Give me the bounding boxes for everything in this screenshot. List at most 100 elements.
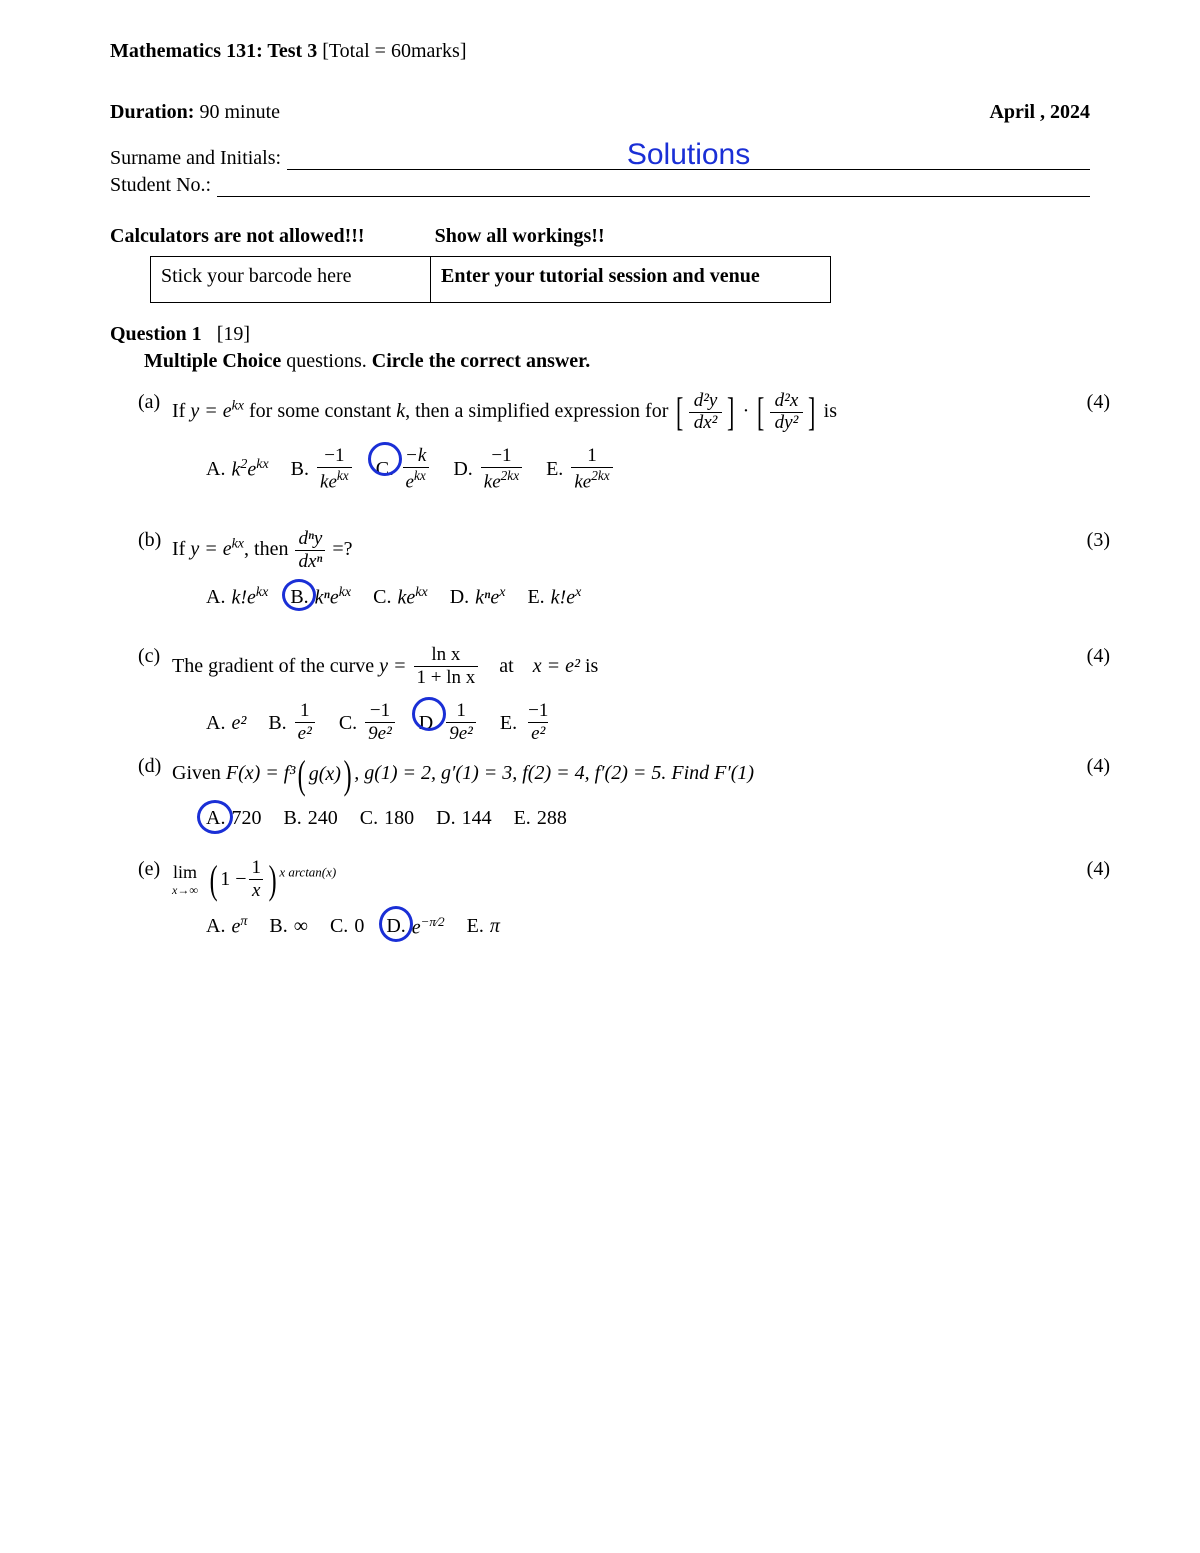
- b-opt-a[interactable]: A. k!ekx: [206, 585, 268, 610]
- d-D-val: 144: [462, 807, 492, 830]
- c-D-label: D.: [419, 712, 438, 735]
- header-title: Mathematics 131: Test 3 [Total = 60marks…: [110, 40, 1090, 63]
- surname-line: Surname and Initials: Solutions: [110, 142, 1090, 170]
- calc-warning: Calculators are not allowed!!!: [110, 225, 365, 247]
- c-B-label: B.: [268, 712, 286, 735]
- c-opt-b[interactable]: B. 1e²: [268, 701, 316, 745]
- b-opt-d[interactable]: D. kⁿex: [450, 585, 506, 610]
- b-B-label: B.: [290, 586, 308, 609]
- e-opt-c[interactable]: C. 0: [330, 915, 364, 938]
- e-B-val: ∞: [294, 915, 308, 938]
- part-c: (c) The gradient of the curve y = ln x1 …: [172, 645, 1090, 689]
- a-opt-c[interactable]: C. −kekx: [376, 446, 432, 493]
- c-A-label: A.: [206, 712, 225, 735]
- e-opt-d[interactable]: D. e−π⁄2: [386, 914, 444, 940]
- c-opt-a[interactable]: A. e²: [206, 712, 246, 735]
- a-opt-b[interactable]: B. −1kekx: [291, 446, 354, 493]
- b-D-label: D.: [450, 586, 469, 609]
- d-text1: Given: [172, 762, 226, 784]
- e-D-sup: −π⁄2: [421, 914, 445, 929]
- c-fden: 1 + ln x: [414, 666, 479, 689]
- e-E-val: π: [490, 915, 500, 938]
- d-A-label: A.: [206, 807, 225, 830]
- duration-label: Duration:: [110, 101, 194, 123]
- q1-points: [19]: [217, 323, 250, 345]
- d-opt-a[interactable]: A. 720: [206, 807, 261, 830]
- b-E-label: E.: [527, 586, 544, 609]
- b-A-sup: kx: [256, 585, 268, 600]
- a-d2y-num: d²y: [689, 391, 723, 412]
- e-exp: x arctan(x): [279, 865, 336, 880]
- b-opt-c[interactable]: C. kekx: [373, 585, 428, 610]
- a-opt-e[interactable]: E. 1ke2kx: [546, 446, 615, 493]
- e-A-val: e: [231, 916, 240, 938]
- c-opt-e[interactable]: E. −1e²: [500, 701, 553, 745]
- a-B-label: B.: [291, 458, 309, 481]
- barcode-table: Stick your barcode here Enter your tutor…: [150, 256, 831, 303]
- b-eq1-sup: kx: [232, 537, 244, 552]
- e-opt-a[interactable]: A. eπ: [206, 914, 247, 939]
- a-bracket2: [ d²xdy² ]: [754, 391, 818, 434]
- e-inum: 1: [249, 858, 265, 879]
- b-opt-e[interactable]: E. k!ex: [527, 585, 581, 610]
- d-opt-b[interactable]: B. 240: [283, 807, 337, 830]
- student-no-line: Student No.:: [110, 174, 1090, 197]
- tutorial-cell[interactable]: Enter your tutorial session and venue: [431, 257, 831, 303]
- part-d-label: (d): [138, 755, 161, 778]
- part-b: (b) If y = ekx, then dⁿydxⁿ =? (3): [172, 529, 1090, 573]
- e-paren: ( 1 − 1x ): [207, 858, 279, 902]
- a-eq1-sup: kx: [232, 398, 244, 413]
- e-opt-e[interactable]: E. π: [467, 915, 500, 938]
- b-text1: If: [172, 538, 190, 560]
- a-d2x-num: d²x: [770, 391, 804, 412]
- c-opt-c[interactable]: C. −19e²: [339, 701, 397, 745]
- student-no-field[interactable]: [217, 175, 1090, 197]
- d-D-label: D.: [436, 807, 455, 830]
- a-kvar: k: [396, 400, 405, 422]
- a-A-pre: k: [231, 459, 240, 481]
- a-text4: is: [824, 400, 837, 422]
- a-options: A. k2ekx B. −1kekx C. −kekx D. −1ke2kx E…: [206, 446, 1090, 493]
- q1-heading: Question 1 [19]: [110, 323, 1090, 346]
- e-lim-sub: x→∞: [172, 883, 198, 898]
- d-A-val: 720: [231, 807, 261, 830]
- d-opt-c[interactable]: C. 180: [360, 807, 414, 830]
- a-bracket1: [ d²ydx² ]: [673, 391, 737, 434]
- a-opt-d[interactable]: D. −1ke2kx: [453, 446, 524, 493]
- barcode-cell[interactable]: Stick your barcode here: [151, 257, 431, 303]
- surname-field[interactable]: Solutions: [287, 142, 1090, 170]
- part-c-label: (c): [138, 645, 160, 668]
- a-text1: If: [172, 400, 190, 422]
- a-D-denpre: ke: [484, 471, 501, 492]
- d-E-val: 288: [537, 807, 567, 830]
- c-B-num: 1: [297, 701, 313, 722]
- d-opt-d[interactable]: D. 144: [436, 807, 491, 830]
- a-E-densup: 2kx: [591, 468, 609, 483]
- b-opt-b[interactable]: B. kⁿekx: [290, 585, 351, 610]
- c-text1: The gradient of the curve: [172, 655, 379, 677]
- c-opt-d[interactable]: D. 19e²: [419, 701, 478, 745]
- c-D-num: 1: [453, 701, 469, 722]
- a-dot: ·: [743, 400, 750, 422]
- part-e: (e) lim x→∞ ( 1 − 1x ) x arctan(x) (4): [172, 858, 1090, 902]
- c-A-val: e²: [231, 712, 246, 735]
- a-B-num: −1: [321, 446, 347, 467]
- a-D-label: D.: [453, 458, 472, 481]
- part-e-label: (e): [138, 858, 160, 881]
- b-C-val: ke: [398, 586, 416, 608]
- a-D-densup: 2kx: [501, 468, 519, 483]
- a-opt-a[interactable]: A. k2ekx: [206, 457, 269, 482]
- e-C-label: C.: [330, 915, 348, 938]
- d-opt-e[interactable]: E. 288: [514, 807, 567, 830]
- c-marks: (4): [1087, 645, 1110, 668]
- calc-row: Calculators are not allowed!!! Show all …: [110, 225, 1090, 248]
- b-B-val: kⁿe: [315, 586, 339, 608]
- c-C-label: C.: [339, 712, 357, 735]
- e-opt-b[interactable]: B. ∞: [269, 915, 308, 938]
- c-C-num: −1: [367, 701, 393, 722]
- e-B-label: B.: [269, 915, 287, 938]
- e-C-val: 0: [354, 915, 364, 938]
- q1-title: Question 1: [110, 323, 202, 345]
- c-at: at: [499, 655, 513, 677]
- d-eqF: F(x) = f³: [226, 762, 295, 784]
